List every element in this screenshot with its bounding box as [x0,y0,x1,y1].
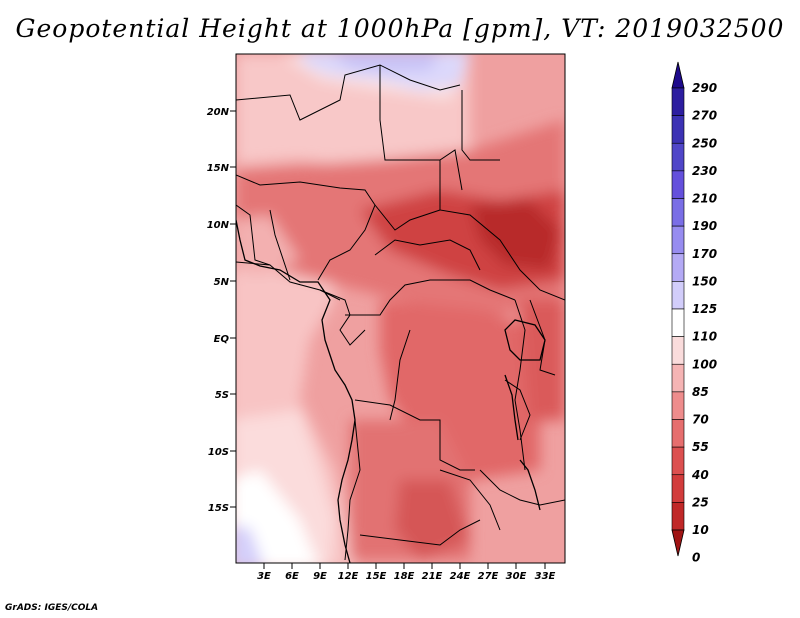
lon-label: 24E [450,571,471,582]
lon-label: 30E [506,571,527,582]
colorbar-label: 40 [691,468,709,482]
colorbar-label: 10 [692,523,709,537]
map-frame [235,53,566,564]
lat-label: 20N [207,107,230,118]
colorbar-segment [671,115,685,144]
colorbar-segment [671,419,685,448]
colorbar-segment [671,502,685,531]
blue-zone-core [334,54,438,72]
colorbar-segment [671,281,685,310]
lon-label: 15E [366,571,387,582]
colorbar-label: 110 [692,330,717,344]
lat-label: 15S [208,503,229,514]
colorbar-label: 290 [692,81,717,95]
colorbar-label: 170 [692,247,717,261]
colorbar-label: 55 [692,440,709,454]
colorbar-segment [671,363,685,393]
colorbar-label: 210 [692,192,717,206]
colorbar-label: 25 [692,495,709,509]
lon-label: 18E [394,571,415,582]
colorbar-segment [671,308,685,337]
colorbar-label: 125 [692,302,717,316]
lon-label: 27E [478,571,499,582]
colorbar-segment [671,198,685,227]
colorbar-segment [671,253,685,282]
colorbar: 2902702502302101901701501251101008570554… [671,61,717,565]
colorbar-label: 150 [692,274,717,288]
chart-title: Geopotential Height at 1000hPa [gpm], VT… [15,14,785,43]
white-zone [236,470,318,563]
colorbar-top-arrow [671,61,685,89]
lat-labels: 20N 15N 10N 5N EQ 5S 10S 15S [207,107,230,514]
colorbar-label: 270 [692,109,717,123]
colorbar-label: 250 [692,136,717,150]
lon-label: 21E [422,571,443,582]
lat-label: 5N [214,277,230,288]
lon-label: 9E [313,571,327,582]
lon-label: 33E [535,571,556,582]
colorbar-labels: 2902702502302101901701501251101008570554… [691,81,717,565]
east-africa [520,300,565,420]
colorbar-segment [671,336,685,365]
blue-zone-south [236,525,263,563]
lon-label: 6E [285,571,299,582]
colorbar-segment [671,87,685,116]
map-field [236,54,565,563]
lat-label: 15N [207,163,230,174]
colorbar-label: 190 [692,219,717,233]
lon-label: 3E [257,571,271,582]
colorbar-segment [671,391,685,420]
colorbar-segment [671,446,685,476]
lat-label: EQ [214,334,230,345]
lon-axis [263,563,546,569]
colorbar-segment [671,170,685,199]
sahel-darkest [470,200,560,270]
zambia-dark [395,480,470,560]
colorbar-label: 85 [692,385,709,399]
colorbar-segment [671,474,685,503]
lat-label: 10N [207,220,230,231]
lat-label: 10S [208,447,229,458]
colorbar-bottom-arrow [671,529,685,557]
country-boundaries [236,64,565,561]
coastline [236,219,546,563]
colorbar-segments [671,87,685,531]
lon-labels: 3E 6E 9E 12E 15E 18E 21E 24E 27E 30E 33E [257,571,555,582]
colorbar-segment [671,225,685,255]
grads-credit: GrADS: IGES/COLA [5,603,99,613]
colorbar-label: 0 [692,551,700,565]
lat-axis [230,110,236,508]
colorbar-label: 230 [692,164,717,178]
colorbar-label: 70 [692,413,709,427]
colorbar-segment [671,142,685,172]
lat-label: 5S [215,390,229,401]
colorbar-label: 100 [692,357,717,371]
lon-label: 12E [338,571,359,582]
